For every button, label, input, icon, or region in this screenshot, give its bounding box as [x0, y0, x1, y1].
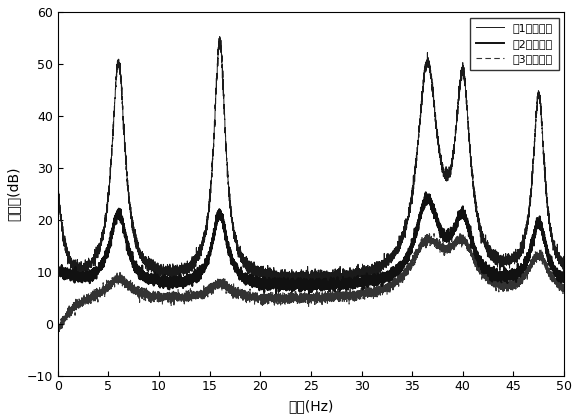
X-axis label: 频率(Hz): 频率(Hz)	[288, 399, 334, 413]
Legend: 第1阶奇异値, 第2阶奇异値, 第3阶奇异値: 第1阶奇异値, 第2阶奇异値, 第3阶奇异値	[471, 18, 559, 70]
Y-axis label: 方异小(dB): 方异小(dB)	[7, 167, 21, 221]
